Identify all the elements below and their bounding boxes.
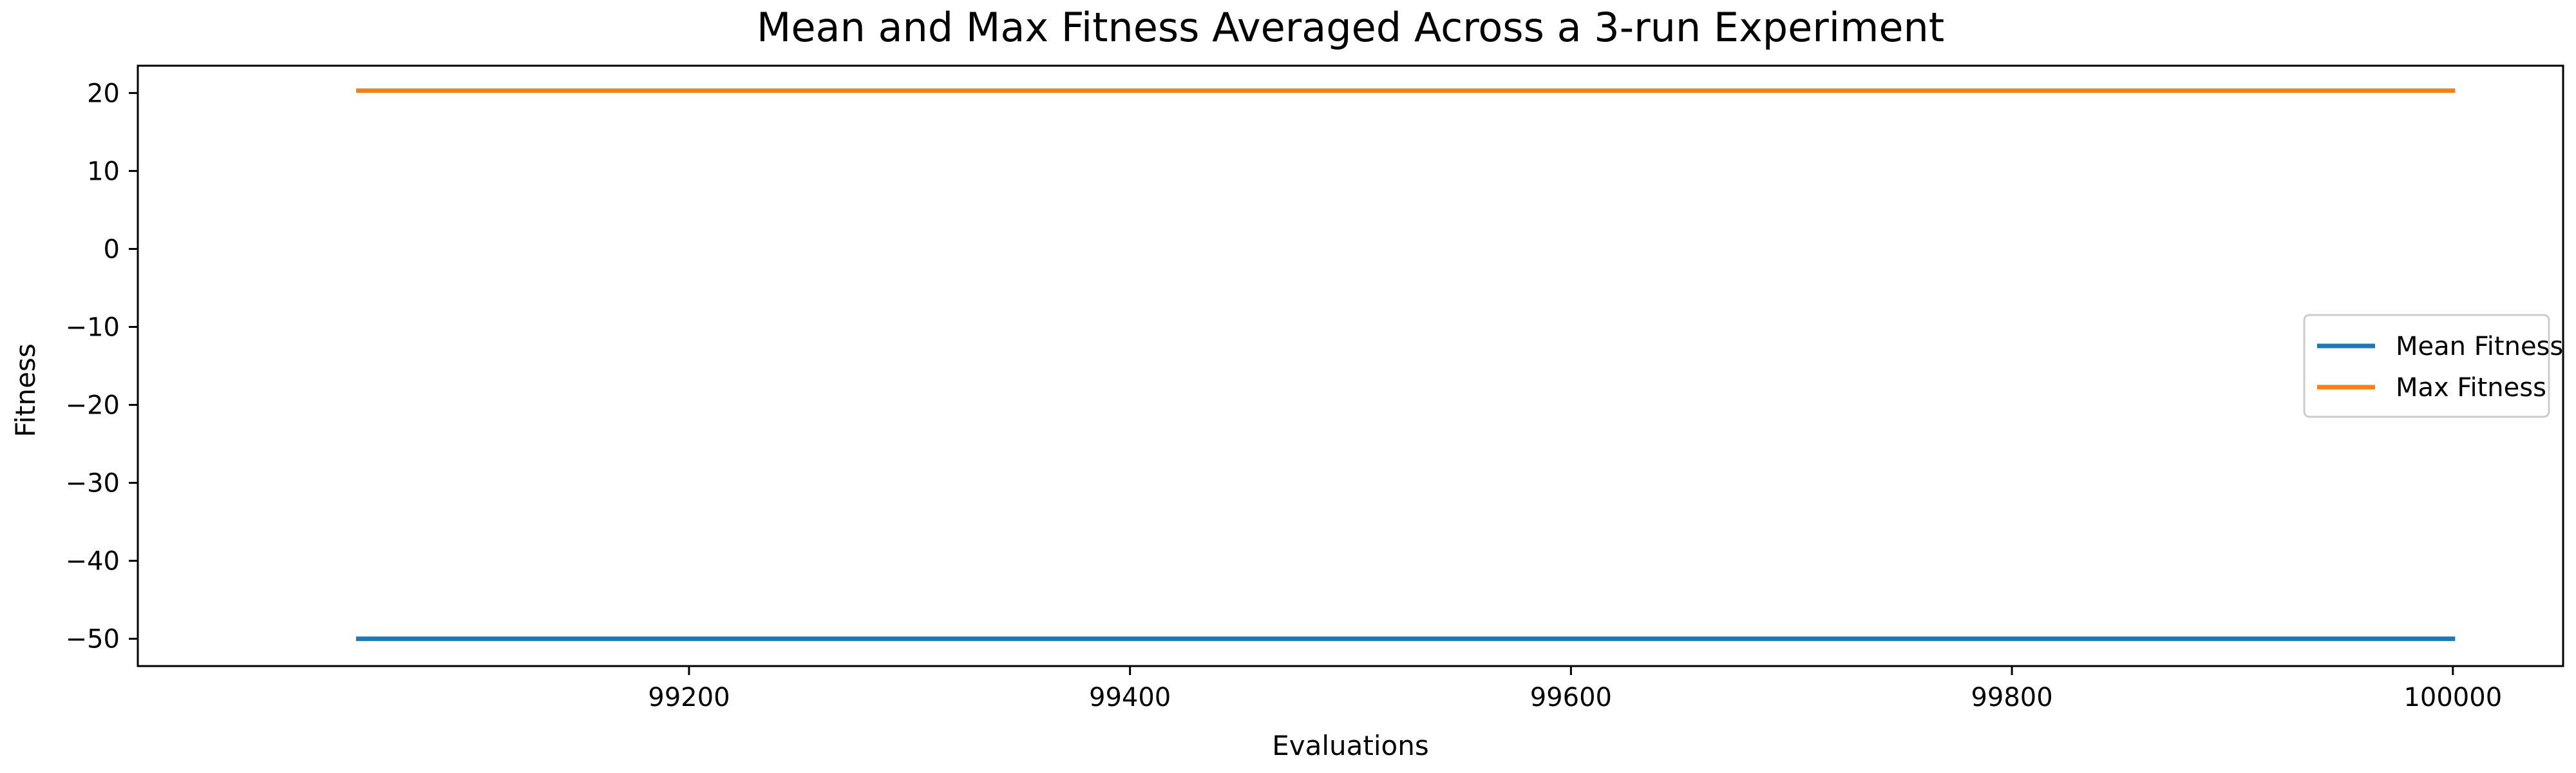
y-tick-label: −10 bbox=[66, 312, 120, 342]
x-tick-label: 100000 bbox=[2403, 683, 2502, 712]
x-tick-label: 99800 bbox=[1971, 683, 2052, 712]
legend-box bbox=[2303, 314, 2550, 418]
y-tick-label: −50 bbox=[66, 625, 120, 654]
legend-label: Mean Fitness bbox=[2396, 332, 2563, 361]
y-tick-label: 0 bbox=[104, 234, 120, 264]
y-axis: −50 −40 −30 −20 −10 0 10 20 bbox=[66, 79, 138, 654]
x-tick-label: 99200 bbox=[648, 683, 730, 712]
y-tick-label: 10 bbox=[87, 157, 120, 186]
y-axis-title: Fitness bbox=[10, 343, 41, 437]
legend: Mean Fitness Max Fitness bbox=[2303, 314, 2563, 418]
y-tick-label: −20 bbox=[66, 391, 120, 421]
plot-frame bbox=[137, 64, 2564, 667]
x-axis: 99200 99400 99600 99800 100000 bbox=[648, 666, 2502, 712]
y-tick-label: −40 bbox=[66, 547, 120, 577]
chart-title: Mean and Max Fitness Averaged Across a 3… bbox=[757, 4, 1944, 51]
plot-marks bbox=[355, 88, 2456, 642]
x-tick-label: 99600 bbox=[1530, 683, 1612, 712]
legend-label: Max Fitness bbox=[2396, 373, 2546, 403]
y-tick-label: 20 bbox=[87, 79, 120, 108]
x-axis-title: Evaluations bbox=[1272, 730, 1429, 761]
x-tick-label: 99400 bbox=[1089, 683, 1171, 712]
y-tick-label: −30 bbox=[66, 469, 120, 499]
